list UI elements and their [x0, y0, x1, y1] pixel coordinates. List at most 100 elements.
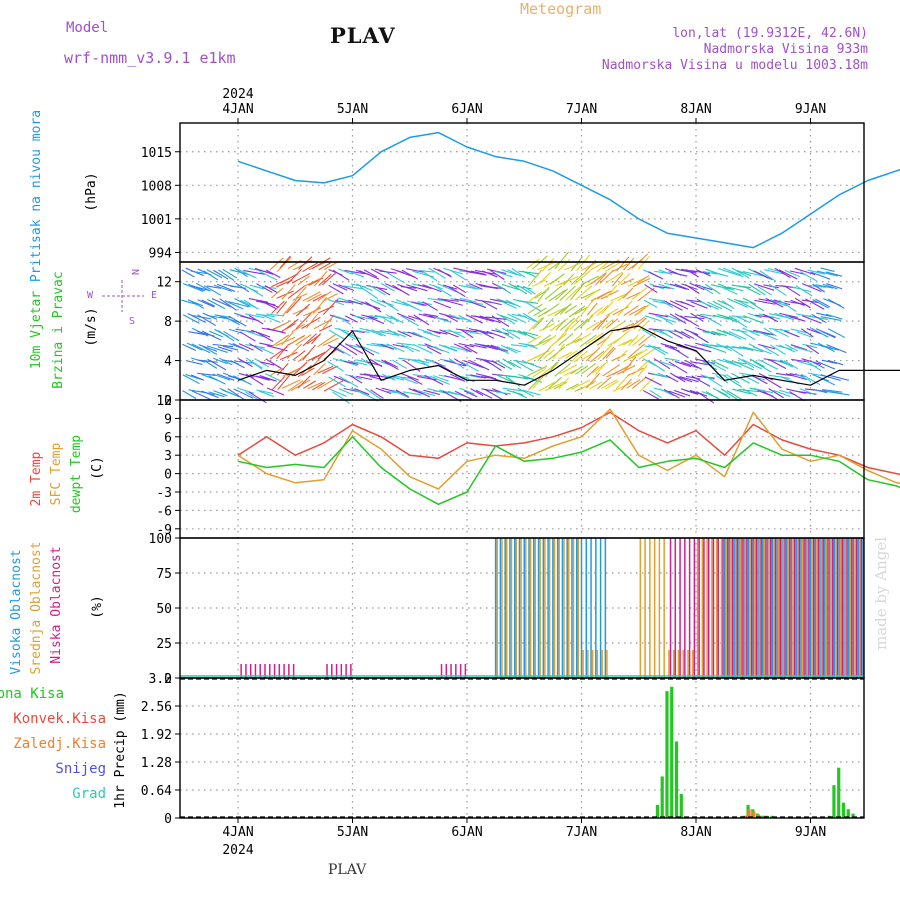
wind-barb [476, 373, 494, 379]
wind-barb [643, 299, 658, 308]
x-tick-bottom-6JAN: 6JAN [451, 825, 482, 840]
wind-barb [233, 388, 254, 399]
wind-barb [400, 315, 419, 327]
wind-barb [182, 390, 197, 400]
wind-barb [542, 334, 557, 346]
wind-barb [637, 287, 655, 302]
wind-barb [557, 258, 571, 272]
wind-barb [390, 330, 406, 338]
x-tick-top-4JAN: 4JAN [222, 102, 253, 117]
wind-barb [484, 285, 504, 290]
wind-barb [391, 300, 409, 307]
wind-barb [753, 283, 775, 291]
legend-precip-grad: Grad [72, 786, 106, 802]
precip-bar [760, 815, 764, 818]
wind-barb [291, 272, 311, 284]
wind-barb [736, 316, 751, 324]
wind-barb [825, 313, 843, 320]
wind-barb [523, 300, 542, 312]
wind-barb [686, 299, 702, 303]
wind-barb [717, 358, 738, 366]
wind-barb [742, 359, 763, 370]
wind-barb [506, 346, 521, 353]
wind-barb [522, 270, 536, 278]
wind-barb [332, 391, 350, 404]
wind-barb [380, 282, 395, 292]
wind-barb [783, 360, 799, 370]
wind-barb [612, 382, 633, 392]
wind-barb [601, 379, 618, 389]
wind-barb [815, 360, 836, 370]
wind-barb [717, 283, 735, 291]
wind-barb [465, 283, 480, 290]
wind-barb [712, 314, 729, 320]
wind-barb [518, 270, 539, 275]
wind-barb [433, 300, 452, 309]
wind-barb [631, 348, 649, 359]
y-tick-cloud: 100 [149, 532, 172, 547]
wind-barb [554, 328, 570, 344]
wind-barb [349, 374, 363, 384]
wind-barb [820, 316, 841, 321]
wind-barb [317, 346, 332, 360]
wind-barb [391, 375, 413, 380]
precip-bar [851, 813, 855, 818]
wind-barb [707, 301, 723, 310]
wind-barb [223, 330, 240, 342]
wind-barb [206, 269, 223, 279]
label-wind-unit: (m/s) [84, 307, 99, 346]
wind-barb [644, 284, 658, 294]
y-tick-wind: 0 [164, 394, 172, 409]
wind-barb [375, 387, 392, 395]
wind-barb [213, 357, 228, 365]
wind-barb [570, 282, 586, 301]
wind-barb [465, 314, 484, 324]
wind-barb [245, 357, 263, 369]
wind-barb [669, 283, 687, 290]
wind-barb [364, 301, 382, 313]
wind-barb [613, 329, 631, 345]
wind-barb [369, 358, 383, 368]
wind-barb [658, 283, 675, 290]
wind-barb [695, 268, 712, 277]
wind-barb [653, 358, 671, 370]
wind-barb [427, 297, 446, 302]
wind-barb [532, 373, 547, 390]
temp-line-1 [237, 408, 900, 490]
wind-barb [675, 268, 696, 274]
wind-barb [579, 315, 594, 329]
wind-barb [621, 278, 635, 286]
wind-barb [611, 273, 624, 287]
wind-barb [433, 330, 448, 335]
wind-barb [208, 375, 226, 385]
wind-barb [601, 300, 614, 315]
wind-barb [249, 284, 265, 290]
wind-barb [408, 358, 426, 366]
wind-barb [622, 287, 634, 299]
wind-barb [337, 268, 353, 275]
wind-barb [182, 314, 200, 324]
wind-barb [789, 391, 805, 402]
wind-barb [768, 283, 787, 296]
wind-barb [356, 283, 373, 292]
wind-barb [271, 334, 290, 347]
wind-barb [338, 284, 355, 291]
wind-barb [685, 375, 701, 380]
wind-barb [237, 268, 257, 279]
wind-barb [789, 316, 806, 322]
wind-barb [585, 321, 600, 331]
wind-barb [475, 389, 493, 399]
wind-barb [647, 344, 666, 356]
wind-barb [826, 344, 847, 354]
wind-barb [543, 349, 555, 360]
wind-barb [779, 312, 798, 319]
wind-barb [182, 374, 200, 385]
wind-barb [207, 298, 226, 310]
wind-barb [228, 315, 247, 327]
wind-barb [209, 330, 224, 338]
wind-barb [770, 344, 786, 355]
wind-barb [742, 388, 758, 397]
wind-barb [469, 343, 487, 349]
wind-barb [386, 343, 405, 353]
wind-barb [359, 286, 379, 300]
